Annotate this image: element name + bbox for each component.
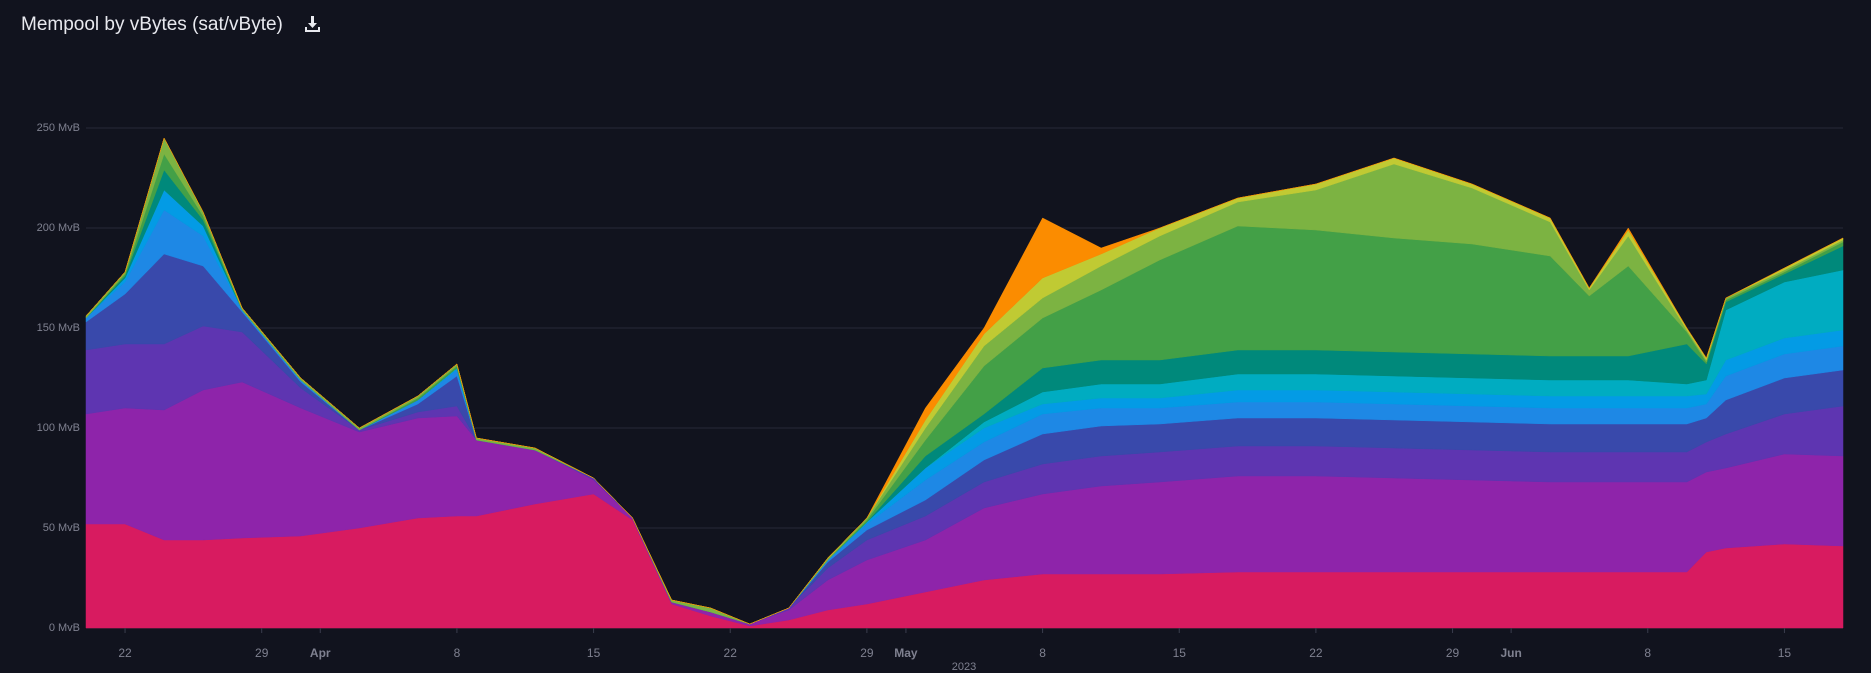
x-tick-label: 22 bbox=[1309, 646, 1323, 660]
x-tick-label: 8 bbox=[1039, 646, 1046, 660]
x-tick-label: 15 bbox=[587, 646, 601, 660]
x-tick-label: Jun bbox=[1500, 646, 1521, 660]
area-series bbox=[85, 137, 1844, 625]
y-tick-label: 100 MvB bbox=[37, 422, 80, 434]
y-tick-label: 0 MvB bbox=[49, 622, 80, 634]
x-tick-label: 8 bbox=[1644, 646, 1651, 660]
x-tick-label: 15 bbox=[1778, 646, 1792, 660]
x-tick-label: Apr bbox=[310, 646, 331, 660]
x-axis-label: 2023 bbox=[952, 661, 976, 673]
y-tick-label: 50 MvB bbox=[43, 522, 80, 534]
x-tick-label: 22 bbox=[724, 646, 738, 660]
chart-title: Mempool by vBytes (sat/vByte) bbox=[21, 14, 283, 35]
x-tick-label: 22 bbox=[118, 646, 132, 660]
areas bbox=[85, 137, 1844, 629]
y-tick-label: 250 MvB bbox=[37, 122, 80, 134]
x-tick-label: May bbox=[894, 646, 918, 660]
x-tick-label: 29 bbox=[255, 646, 269, 660]
y-tick-label: 150 MvB bbox=[37, 322, 80, 334]
x-tick-label: 8 bbox=[454, 646, 461, 660]
x-tick-label: 15 bbox=[1173, 646, 1187, 660]
download-button[interactable] bbox=[305, 16, 320, 32]
y-tick-label: 200 MvB bbox=[37, 222, 80, 234]
x-tick-label: 29 bbox=[860, 646, 874, 660]
x-tick-label: 29 bbox=[1446, 646, 1460, 660]
